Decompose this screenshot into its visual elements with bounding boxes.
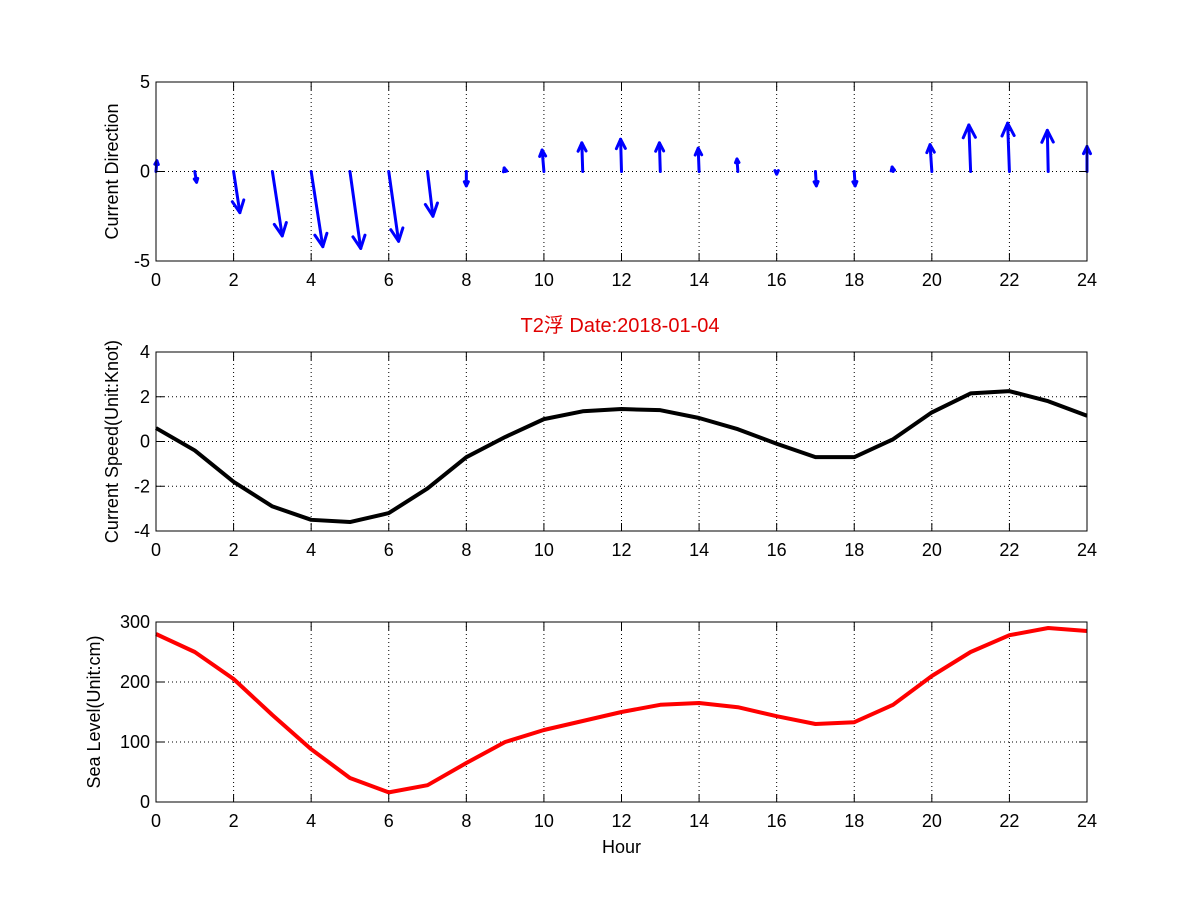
direction-arrow bbox=[230, 170, 246, 215]
x-tick-label: 18 bbox=[844, 811, 864, 831]
direction-arrow bbox=[1000, 121, 1016, 173]
sea-level-ylabel: Sea Level(Unit:cm) bbox=[84, 635, 104, 788]
current-direction-ticks: 0 2 4 6 8 10 12 14 16 18 20 22 24-505 bbox=[134, 72, 1097, 290]
x-tick-label: 24 bbox=[1077, 540, 1097, 560]
x-tick-label: 22 bbox=[999, 811, 1019, 831]
y-tick-label: 2 bbox=[140, 387, 150, 407]
y-tick-label: 0 bbox=[140, 432, 150, 452]
direction-arrow bbox=[614, 137, 627, 173]
direction-arrow bbox=[576, 141, 588, 173]
x-tick-label: 0 bbox=[151, 270, 161, 290]
current-direction-arrows bbox=[153, 121, 1092, 250]
x-tick-label: 16 bbox=[767, 270, 787, 290]
y-tick-label: 5 bbox=[140, 72, 150, 92]
x-tick-label: 6 bbox=[384, 270, 394, 290]
x-tick-label: 10 bbox=[534, 811, 554, 831]
x-tick-label: 10 bbox=[534, 540, 554, 560]
x-tick-label: 24 bbox=[1077, 270, 1097, 290]
x-tick-label: 14 bbox=[689, 811, 709, 831]
direction-arrow bbox=[925, 143, 936, 173]
x-tick-label: 22 bbox=[999, 270, 1019, 290]
direction-arrow bbox=[773, 169, 780, 176]
x-tick-label: 20 bbox=[922, 540, 942, 560]
current-direction-panel: 0 2 4 6 8 10 12 14 16 18 20 22 24-505 Current Direct… bbox=[102, 72, 1097, 290]
x-tick-label: 18 bbox=[844, 270, 864, 290]
x-tick-label: 12 bbox=[611, 270, 631, 290]
x-tick-label: 20 bbox=[922, 270, 942, 290]
x-tick-label: 10 bbox=[534, 270, 554, 290]
chart-title: T2浮 Date:2018-01-04 bbox=[520, 314, 719, 337]
direction-arrow bbox=[851, 170, 859, 188]
x-tick-label: 4 bbox=[306, 811, 316, 831]
y-tick-label: 0 bbox=[140, 162, 150, 182]
x-tick-label: 14 bbox=[689, 270, 709, 290]
x-tick-label: 6 bbox=[384, 811, 394, 831]
direction-arrow bbox=[462, 170, 470, 188]
direction-arrow bbox=[654, 141, 666, 173]
direction-arrow bbox=[270, 170, 288, 238]
current-direction-ylabel: Current Direction bbox=[102, 103, 122, 239]
x-tick-label: 4 bbox=[306, 270, 316, 290]
hour-xlabel: Hour bbox=[602, 837, 641, 857]
x-tick-label: 0 bbox=[151, 540, 161, 560]
direction-arrow bbox=[309, 170, 329, 249]
x-tick-label: 24 bbox=[1077, 811, 1097, 831]
x-tick-label: 2 bbox=[229, 811, 239, 831]
x-tick-label: 14 bbox=[689, 540, 709, 560]
direction-arrow bbox=[733, 157, 741, 173]
x-tick-label: 8 bbox=[461, 540, 471, 560]
direction-arrow bbox=[1040, 128, 1055, 173]
y-tick-label: 4 bbox=[140, 342, 150, 362]
x-tick-label: 0 bbox=[151, 811, 161, 831]
current-speed-ylabel: Current Speed(Unit:Knot) bbox=[102, 340, 122, 543]
y-tick-label: 0 bbox=[140, 792, 150, 812]
direction-arrow bbox=[693, 146, 704, 173]
direction-arrow bbox=[192, 170, 200, 184]
x-tick-label: 2 bbox=[229, 540, 239, 560]
y-tick-label: -5 bbox=[134, 251, 150, 271]
x-tick-label: 8 bbox=[461, 811, 471, 831]
y-tick-label: 100 bbox=[120, 732, 150, 752]
x-tick-label: 2 bbox=[229, 270, 239, 290]
y-tick-label: 200 bbox=[120, 672, 150, 692]
x-tick-label: 16 bbox=[767, 540, 787, 560]
y-tick-label: -2 bbox=[134, 476, 150, 496]
x-tick-label: 12 bbox=[611, 540, 631, 560]
x-tick-label: 16 bbox=[767, 811, 787, 831]
direction-arrow bbox=[889, 165, 897, 173]
x-tick-label: 8 bbox=[461, 270, 471, 290]
direction-arrow bbox=[387, 170, 405, 243]
direction-arrow bbox=[538, 148, 548, 173]
x-tick-label: 4 bbox=[306, 540, 316, 560]
direction-arrow bbox=[812, 170, 820, 188]
x-tick-label: 6 bbox=[384, 540, 394, 560]
direction-arrow bbox=[423, 170, 439, 218]
x-tick-label: 20 bbox=[922, 811, 942, 831]
x-tick-label: 22 bbox=[999, 540, 1019, 560]
y-tick-label: 300 bbox=[120, 612, 150, 632]
direction-arrow bbox=[501, 166, 509, 174]
x-tick-label: 12 bbox=[611, 811, 631, 831]
x-tick-label: 18 bbox=[844, 540, 864, 560]
direction-arrow bbox=[961, 123, 977, 173]
y-tick-label: -4 bbox=[134, 521, 150, 541]
direction-arrow bbox=[348, 170, 367, 250]
